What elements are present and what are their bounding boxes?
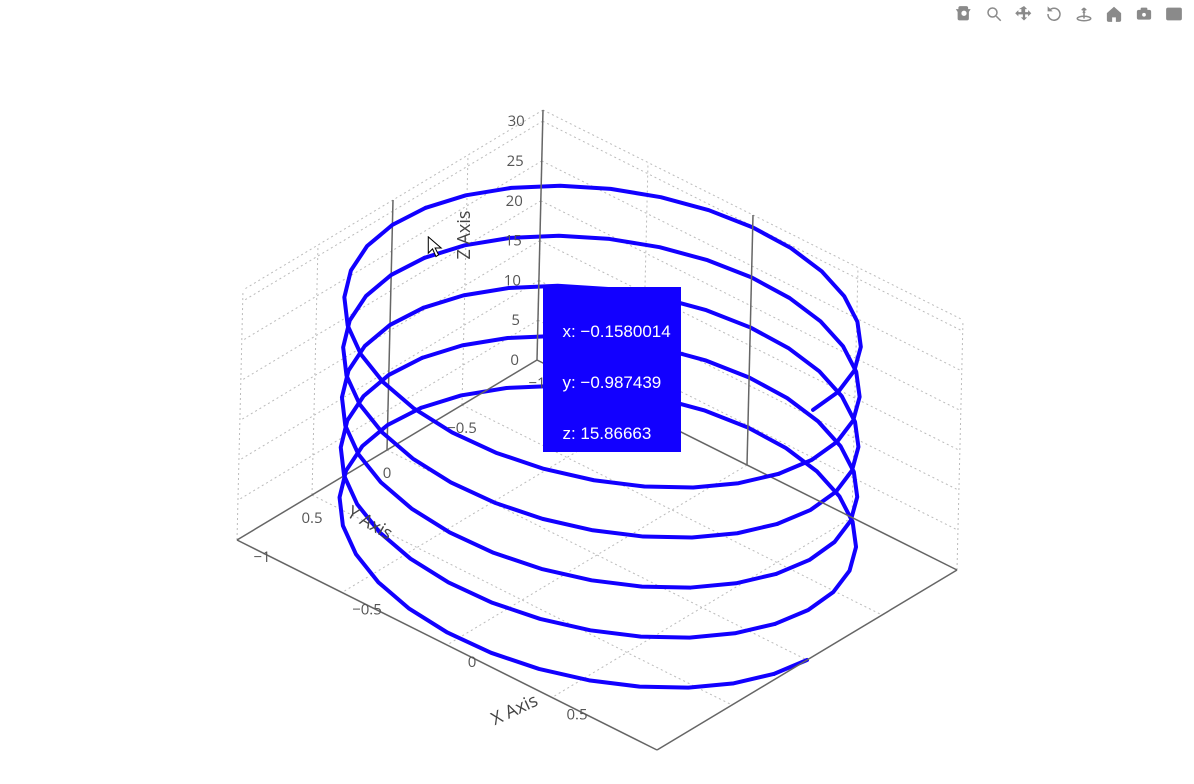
svg-text:−1: −1 <box>253 547 270 567</box>
svg-text:Y Axis: Y Axis <box>343 500 397 545</box>
svg-text:0.5: 0.5 <box>566 705 587 725</box>
svg-text:20: 20 <box>506 191 523 211</box>
svg-text:25: 25 <box>507 151 524 171</box>
svg-text:X Axis: X Axis <box>487 688 542 730</box>
svg-text:0: 0 <box>510 350 519 370</box>
scene[interactable]: 0 5 10 15 20 25 30 −1 −0.5 0 0.5 −1 −0.5 0 0.5 Z Axis Y… <box>0 0 1194 784</box>
svg-text:−1: −1 <box>528 373 545 393</box>
svg-text:0: 0 <box>383 463 392 483</box>
svg-text:30: 30 <box>508 111 525 131</box>
svg-text:5: 5 <box>511 310 520 330</box>
plot-surface[interactable]: 0 5 10 15 20 25 30 −1 −0.5 0 0.5 −1 −0.5 0 0.5 Z Axis Y… <box>0 0 1194 784</box>
svg-text:0.5: 0.5 <box>301 508 322 528</box>
svg-text:Z Axis: Z Axis <box>452 211 476 260</box>
svg-text:−0.5: −0.5 <box>352 600 382 620</box>
svg-text:−0.5: −0.5 <box>447 418 477 438</box>
svg-text:0: 0 <box>468 652 477 672</box>
svg-text:15: 15 <box>505 231 522 251</box>
svg-text:10: 10 <box>504 270 521 290</box>
